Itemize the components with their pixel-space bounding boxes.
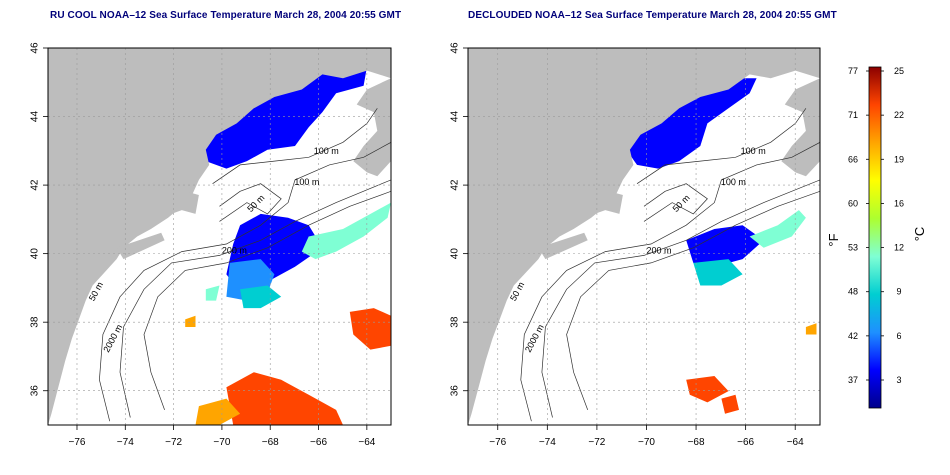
lat-tick-label: 42 [450, 179, 461, 191]
lon-tick-label: −64 [787, 437, 804, 448]
colorbar-f-label: 71 [848, 110, 858, 120]
lon-tick-label: −70 [638, 437, 655, 448]
bathymetry-contour [99, 141, 391, 422]
land-mass [538, 232, 588, 260]
colorbar-f-label: 37 [848, 375, 858, 385]
map-frame [467, 47, 821, 426]
land-mass [48, 48, 391, 425]
lon-tick-label: −64 [358, 437, 375, 448]
colorbar-gradient [868, 66, 882, 409]
lon-tick-label: −72 [165, 437, 182, 448]
bathymetry-contour [541, 179, 820, 418]
land-mass [594, 191, 623, 214]
bathymetry-contour [566, 190, 820, 411]
colorbar-c-label: 19 [894, 154, 904, 164]
lon-tick-label: −68 [262, 437, 279, 448]
bathymetry-contour [643, 183, 708, 222]
colorbar-f-label: 42 [848, 331, 858, 341]
sst-patch [195, 398, 241, 425]
sst-patch [693, 259, 743, 286]
lon-tick-label: −66 [310, 437, 327, 448]
colorbar-f-label: 53 [848, 243, 858, 253]
lon-tick-label: −66 [737, 437, 754, 448]
land-mass [116, 232, 165, 260]
contour-depth-label: 100 m [721, 177, 746, 187]
colorbar-c-label: 25 [894, 66, 904, 76]
lat-tick-label: 36 [30, 385, 41, 397]
lon-tick-label: −68 [688, 437, 705, 448]
bathymetry-contour [143, 190, 391, 411]
colorbar-f-label: 66 [848, 154, 858, 164]
sst-patch [185, 315, 196, 327]
land-mass [781, 78, 820, 177]
colorbar-f-label: 77 [848, 66, 858, 76]
contour-depth-label: 100 m [314, 146, 339, 156]
colorbar-c-label: 16 [894, 198, 904, 208]
colorbar-f-label: 60 [848, 198, 858, 208]
colorbar-f-label: 48 [848, 287, 858, 297]
celsius-unit-label: °C [912, 227, 927, 242]
sst-patch [686, 225, 764, 267]
colorbar-c-label: 22 [894, 110, 904, 120]
contour-depth-label: 200 m [222, 246, 247, 256]
sst-patch [749, 210, 806, 248]
left-map-title: RU COOL NOAA–12 Sea Surface Temperature … [50, 10, 402, 21]
sst-patch [205, 285, 220, 301]
contour-depth-label: 100 m [294, 177, 319, 187]
lon-tick-label: −74 [117, 437, 134, 448]
bathymetry-contour [219, 183, 282, 222]
lat-tick-label: 40 [450, 248, 461, 260]
colorbar-c-label: 9 [896, 287, 901, 297]
sst-patch [301, 202, 391, 260]
sst-patch [240, 285, 282, 309]
land-mass [171, 191, 199, 214]
sst-patch [349, 308, 391, 350]
bathymetry-contour [119, 179, 391, 418]
lon-tick-label: −74 [539, 437, 556, 448]
lon-tick-label: −76 [69, 437, 86, 448]
lat-tick-label: 40 [30, 248, 41, 260]
lon-tick-label: −76 [489, 437, 506, 448]
contour-depth-label: 100 m [741, 146, 766, 156]
sst-patch [226, 372, 343, 425]
lon-tick-label: −72 [588, 437, 605, 448]
lon-tick-label: −70 [213, 437, 230, 448]
colorbar-c-label: 3 [896, 375, 901, 385]
lat-tick-label: 46 [450, 42, 461, 54]
sst-patch [202, 66, 367, 169]
temperature-colorbar: 77 71 66 60 53 48 42 37 25 22 19 16 12 9 6 3 °F °C [826, 66, 927, 409]
colorbar-c-label: 6 [896, 331, 901, 341]
sst-patch [721, 394, 739, 414]
colorbar-c-label: 12 [894, 243, 904, 253]
lat-tick-label: 36 [450, 385, 461, 397]
lat-tick-label: 44 [450, 111, 461, 123]
lat-tick-label: 46 [30, 42, 41, 54]
lat-tick-label: 42 [30, 179, 41, 191]
lat-tick-label: 44 [30, 111, 41, 123]
contour-depth-label: 200 m [646, 246, 671, 256]
land-mass [468, 48, 820, 425]
lat-tick-label: 38 [450, 316, 461, 328]
bathymetry-contour [520, 141, 820, 422]
right-map-title: DECLOUDED NOAA–12 Sea Surface Temperatur… [468, 10, 837, 21]
map-frame [47, 47, 392, 426]
land-mass [353, 78, 391, 177]
sst-patch [626, 78, 757, 169]
lat-tick-label: 38 [30, 316, 41, 328]
fahrenheit-unit-label: °F [826, 233, 841, 246]
sst-patch [686, 376, 729, 403]
sst-patch [805, 323, 817, 335]
